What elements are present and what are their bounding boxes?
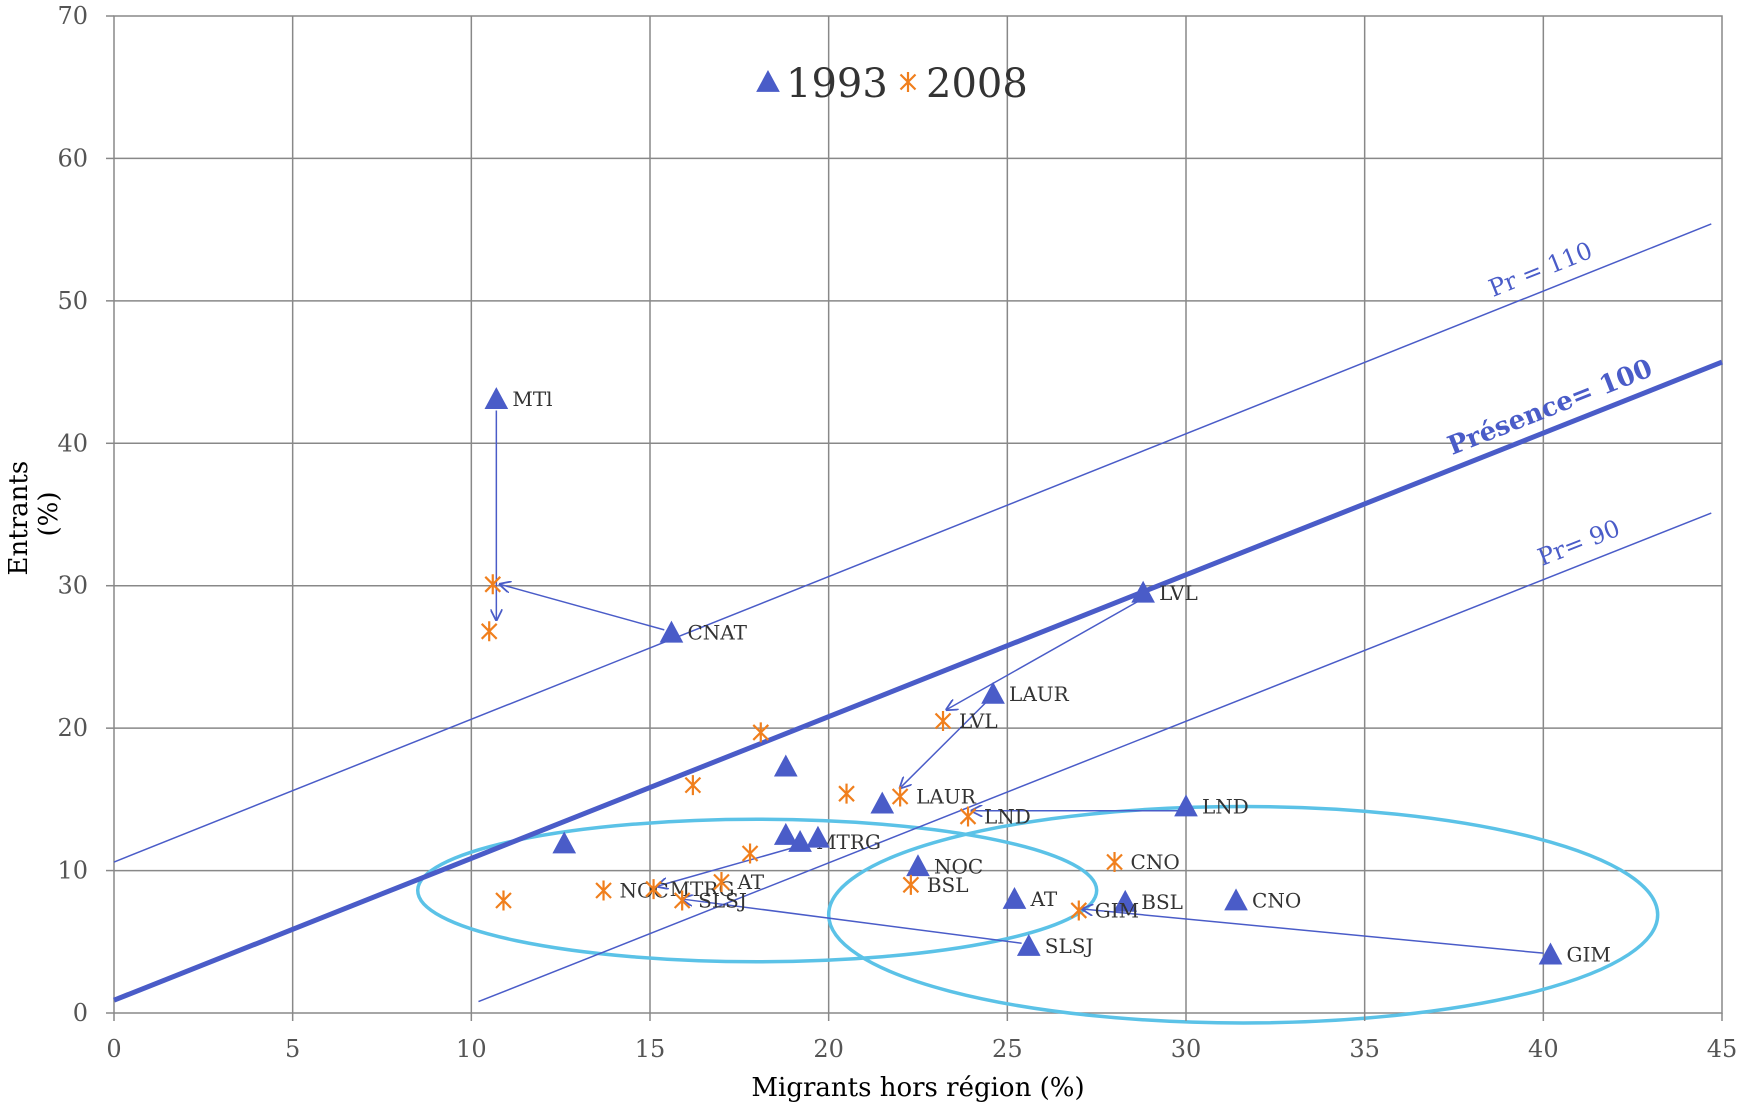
point-1993	[1131, 580, 1155, 603]
x-tick-label: 30	[1171, 1035, 1202, 1063]
y-tick-label: 50	[57, 287, 88, 315]
point-2008	[838, 783, 855, 804]
y-tick-label: 30	[57, 572, 88, 600]
shift-arrows	[496, 410, 1544, 954]
point-1993	[1002, 887, 1027, 909]
x-tick-label: 40	[1528, 1035, 1559, 1063]
point-1993	[773, 754, 798, 777]
x-tick-label: 35	[1349, 1035, 1380, 1063]
point-2008	[1106, 852, 1123, 873]
point-1993	[659, 620, 684, 643]
highlight-ellipse	[826, 804, 1660, 1025]
legend-label: 2008	[926, 61, 1028, 107]
point-1993	[1224, 888, 1248, 911]
point-2008	[673, 890, 691, 911]
point-2008	[484, 574, 502, 595]
y-tick-label: 10	[57, 857, 88, 885]
point-label: LND	[984, 804, 1031, 828]
shift-arrow	[900, 701, 987, 788]
legend-label: 1993	[786, 61, 888, 107]
highlight-ellipses	[415, 804, 1660, 1025]
point-2008	[934, 711, 952, 732]
point-label: MTl	[512, 387, 552, 411]
shift-arrow	[500, 584, 665, 631]
shift-arrow	[657, 847, 794, 886]
point-label: BSL	[927, 873, 969, 897]
x-tick-label: 25	[992, 1035, 1023, 1063]
point-label: BSL	[1141, 890, 1183, 914]
shift-arrow	[947, 597, 1144, 710]
x-tick-label: 15	[635, 1035, 666, 1063]
y-tick-label: 60	[57, 144, 88, 172]
x-axis-title: Migrants hors région (%)	[751, 1073, 1084, 1102]
point-label: GIM	[1095, 898, 1139, 922]
point-1993	[981, 681, 1005, 704]
highlight-ellipse	[415, 817, 1099, 964]
point-2008	[1070, 900, 1088, 921]
presence-100-line	[113, 359, 1723, 1003]
point-1993	[906, 854, 930, 877]
point-label: AT	[736, 870, 764, 894]
point-2008	[595, 880, 612, 901]
shift-arrow	[1082, 909, 1544, 954]
point-1993	[773, 822, 798, 845]
point-1993	[806, 825, 830, 848]
point-2008	[741, 843, 759, 864]
point-1993	[1113, 889, 1138, 912]
y-axis-title: Entrants (%)	[4, 453, 64, 576]
point-label: NOC	[934, 854, 983, 878]
reference-line	[113, 223, 1712, 863]
x-tick-label: 45	[1707, 1035, 1738, 1063]
point-1993	[870, 791, 895, 814]
point-label: CNAT	[687, 621, 747, 645]
x-tick-label: 0	[106, 1035, 121, 1063]
point-2008	[902, 874, 920, 895]
x-tick-label: 10	[456, 1035, 487, 1063]
point-2008	[959, 806, 977, 827]
point-label: LND	[1202, 794, 1249, 818]
point-label: CNO	[1252, 888, 1301, 912]
shift-arrow	[682, 899, 1022, 944]
y-tick-label: 0	[73, 999, 88, 1027]
point-label: LVL	[959, 709, 998, 733]
point-label: MTRG	[816, 830, 881, 854]
point-label: LVL	[1159, 581, 1198, 605]
point-label: LAUR	[1009, 682, 1070, 706]
legend-marker	[899, 72, 917, 92]
point-label: GIM	[1566, 943, 1610, 967]
point-label: CNO	[1131, 850, 1180, 874]
point-2008	[684, 775, 702, 796]
point-2008	[752, 722, 770, 743]
point-label: SLSJ	[698, 888, 747, 912]
legend-marker	[756, 69, 780, 92]
point-2008	[480, 621, 498, 642]
y-tick-label: 20	[57, 714, 88, 742]
x-tick-label: 20	[813, 1035, 844, 1063]
point-label: SLSJ	[1045, 934, 1094, 958]
point-1993	[1538, 942, 1563, 965]
point-label: AT	[1029, 887, 1057, 911]
x-tick-label: 5	[285, 1035, 300, 1063]
point-2008	[645, 879, 662, 900]
point-2008	[495, 890, 512, 911]
point-1993	[484, 387, 509, 409]
y-tick-label: 40	[57, 429, 88, 457]
point-2008	[713, 871, 730, 892]
reference-line	[478, 512, 1712, 1003]
y-tick-label: 70	[57, 2, 88, 30]
point-2008	[891, 786, 909, 807]
point-label: LAUR	[916, 785, 977, 809]
point-1993	[1174, 794, 1198, 817]
legend: 1993 2008	[756, 61, 1028, 107]
point-1993	[552, 831, 577, 854]
axis-ticks: 0 5 10 15 20 25 30 35 40 45 0 10 20 30 40 50 60 70	[57, 2, 1737, 1063]
point-1993	[1016, 934, 1041, 956]
